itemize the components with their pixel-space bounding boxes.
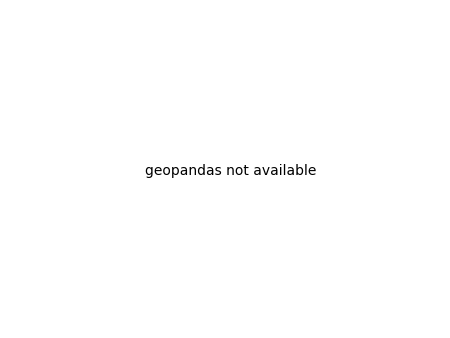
Text: geopandas not available: geopandas not available [145, 164, 316, 178]
